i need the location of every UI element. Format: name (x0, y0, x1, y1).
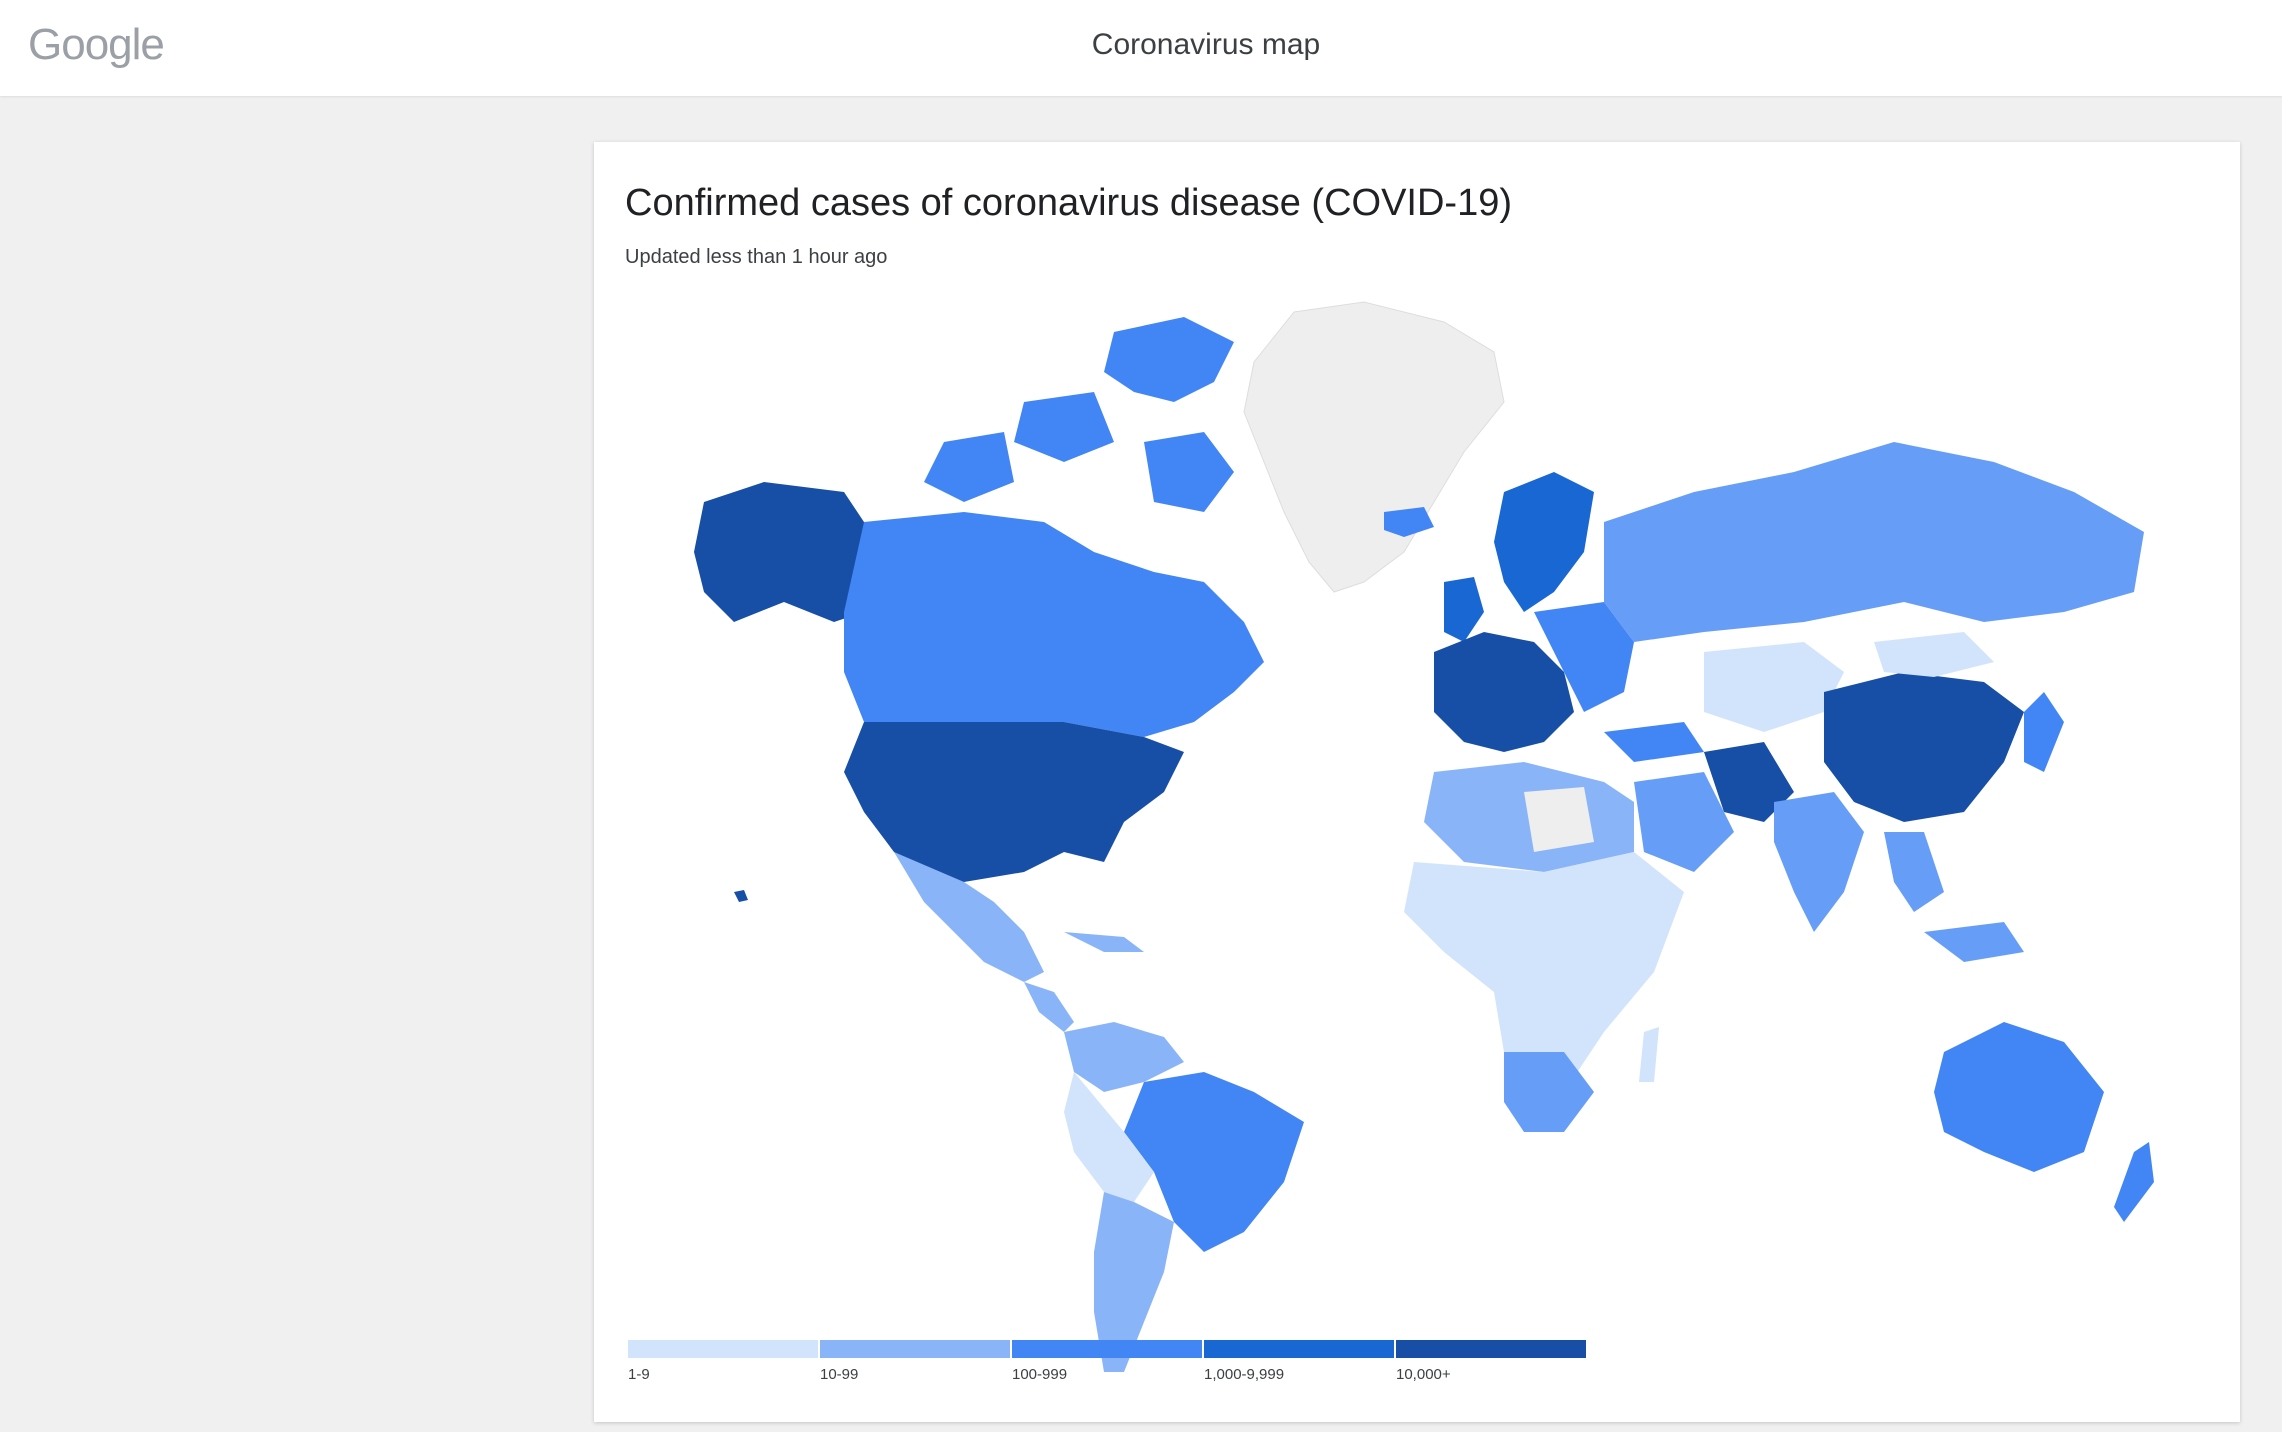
region-eastern-europe[interactable] (1534, 602, 1634, 712)
page-title: Coronavirus map (1091, 28, 1321, 61)
legend-swatch (628, 1340, 818, 1358)
region-united-kingdom[interactable] (1444, 577, 1484, 642)
region-australia[interactable] (1934, 1022, 2104, 1172)
top-bar: Google Coronavirus map (0, 0, 2282, 96)
world-map[interactable] (644, 292, 2224, 1432)
legend-item: 1-9 (628, 1340, 818, 1383)
region-south-africa[interactable] (1504, 1052, 1594, 1132)
region-turkey[interactable] (1604, 722, 1704, 762)
google-logo[interactable]: Google (28, 20, 165, 69)
region-canada-arctic[interactable] (924, 317, 1234, 512)
legend-swatch (1012, 1340, 1202, 1358)
region-brazil[interactable] (1124, 1072, 1304, 1252)
region-central-asia[interactable] (1704, 642, 1844, 732)
region-united-states[interactable] (844, 722, 1184, 882)
legend-item: 10,000+ (1396, 1340, 1586, 1383)
region-central-america[interactable] (1024, 982, 1074, 1032)
region-argentina-chile[interactable] (1094, 1192, 1174, 1372)
region-iceland[interactable] (1384, 507, 1434, 537)
legend-label: 10,000+ (1396, 1366, 1451, 1383)
region-sahara[interactable] (1524, 787, 1594, 852)
legend-swatch (820, 1340, 1010, 1358)
region-central-africa[interactable] (1404, 852, 1684, 1102)
region-hawaii[interactable] (734, 890, 748, 902)
region-japan-korea[interactable] (2024, 692, 2064, 772)
region-caribbean[interactable] (1064, 932, 1144, 952)
region-canada[interactable] (844, 512, 1264, 737)
region-iran[interactable] (1704, 742, 1794, 822)
region-china[interactable] (1824, 672, 2024, 822)
map-card: Confirmed cases of coronavirus disease (… (594, 142, 2240, 1422)
region-peru-bolivia[interactable] (1064, 1072, 1154, 1202)
legend-swatch (1204, 1340, 1394, 1358)
region-greenland[interactable] (1243, 301, 1505, 593)
region-western-europe[interactable] (1434, 632, 1574, 752)
legend: 1-9 10-99 100-999 1,000-9,999 10,000+ (628, 1340, 1588, 1400)
legend-label: 10-99 (820, 1366, 859, 1383)
region-scandinavia[interactable] (1494, 472, 1594, 612)
region-southeast-asia[interactable] (1884, 832, 2024, 962)
region-colombia-venezuela[interactable] (1064, 1022, 1184, 1092)
region-arabia[interactable] (1634, 772, 1734, 872)
legend-label: 1-9 (628, 1366, 650, 1383)
legend-item: 10-99 (820, 1340, 1010, 1383)
legend-item: 100-999 (1012, 1340, 1202, 1383)
card-title: Confirmed cases of coronavirus disease (… (625, 182, 1513, 224)
region-new-zealand[interactable] (2114, 1142, 2154, 1222)
region-mongolia[interactable] (1874, 632, 1994, 677)
region-madagascar[interactable] (1639, 1027, 1659, 1082)
region-alaska[interactable] (694, 482, 864, 622)
legend-label: 100-999 (1012, 1366, 1068, 1383)
region-india[interactable] (1774, 792, 1864, 932)
legend-swatch (1396, 1340, 1586, 1358)
legend-item: 1,000-9,999 (1204, 1340, 1394, 1383)
updated-text: Updated less than 1 hour ago (625, 246, 888, 268)
region-mexico[interactable] (894, 852, 1044, 982)
region-russia[interactable] (1604, 442, 2144, 642)
legend-label: 1,000-9,999 (1204, 1366, 1285, 1383)
